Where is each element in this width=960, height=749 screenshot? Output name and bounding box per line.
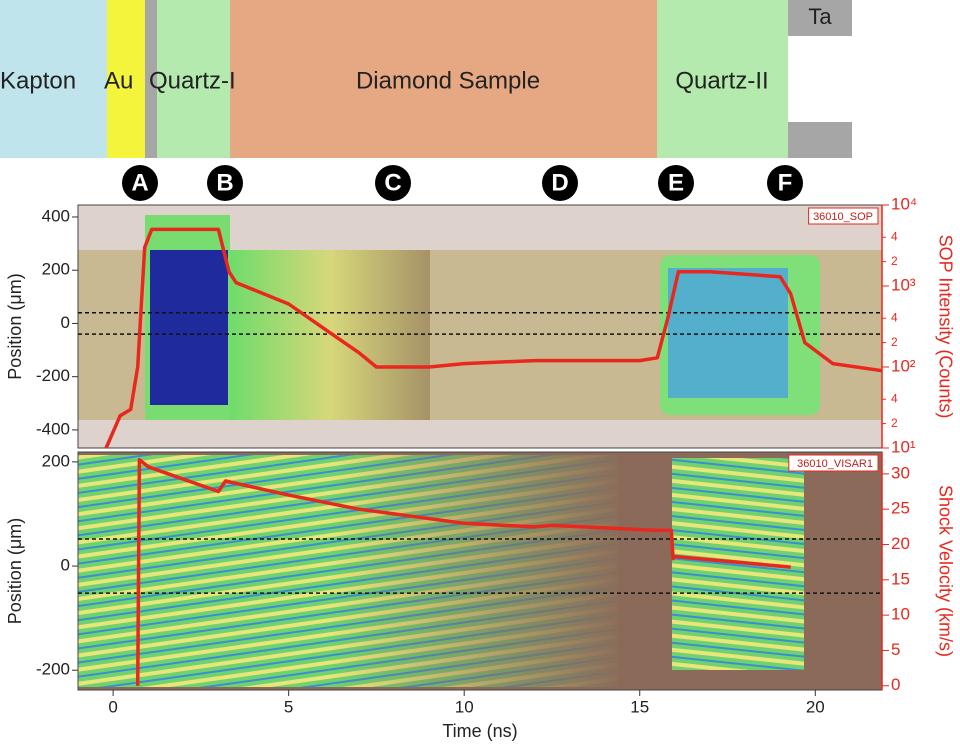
x-tick-label: 0 [108,697,117,716]
marker-circle [375,165,411,201]
layer [788,122,852,158]
annotation: 36010_VISAR1 [797,458,873,470]
annotation-box [808,207,879,225]
series-line [135,458,791,686]
layer [0,0,107,158]
y2-tick-label: 20 [891,534,910,553]
y2-tick-label: 10² [891,356,916,375]
y2-tick-label: 2 [891,335,898,349]
y-tick-label: 400 [42,206,70,225]
marker-label: D [551,169,568,196]
layer [657,0,788,158]
x-tick-label: 5 [284,697,293,716]
marker-label: B [216,169,233,196]
x-tick-label: 15 [630,697,649,716]
sop-image [78,205,882,448]
layer [157,0,230,158]
y-axis-label: Position (μm) [5,518,25,624]
layer [788,0,852,36]
y-tick-label: -200 [36,660,70,679]
marker-circle [658,165,694,201]
marker-circle [207,165,243,201]
layer [107,0,145,158]
marker-label: F [778,169,793,196]
marker-circle [122,165,158,201]
y2-tick-label: 0 [891,675,900,694]
y2-tick-label: 2 [891,254,898,268]
y-tick-label: 0 [61,313,70,332]
marker-label: E [668,169,684,196]
y2-tick-label: 5 [891,640,900,659]
x-axis-label: Time (ns) [442,721,517,741]
y2-axis-label: Shock Velocity (km/s) [935,485,955,657]
layer-label: Quartz-II [675,67,768,94]
y2-tick-label: 10 [891,605,910,624]
marker-circle [767,165,803,201]
series-line [104,227,883,449]
y2-tick-label: 10⁴ [891,194,917,213]
y2-tick-label: 10¹ [891,437,916,456]
x-tick-label: 10 [455,697,474,716]
y2-tick-label: 4 [891,391,898,405]
y-tick-label: 200 [42,451,70,470]
y2-axis-label: SOP Intensity (Counts) [935,235,955,419]
y2-tick-label: 25 [891,499,910,518]
layer-label: Au [104,67,133,94]
y2-tick-label: 15 [891,569,910,588]
x-tick-label: 20 [806,697,825,716]
y-tick-label: -400 [36,419,70,438]
layer-diagram: Kapton Au Quartz-I Diamond Sample Quartz… [0,0,852,158]
layer-label: Ta [808,4,832,29]
y2-tick-label: 30 [891,463,910,482]
marker-label: A [131,169,148,196]
marker-label: C [384,169,401,196]
marker-circle [542,165,578,201]
y-axis-label: Position (μm) [5,273,25,379]
y2-tick-label: 10³ [891,275,916,294]
layer-label: Diamond Sample [356,67,540,94]
layer [145,0,157,158]
annotation: 36010_SOP [813,211,873,223]
y2-tick-label: 4 [891,310,898,324]
y2-tick-label: 4 [891,229,898,243]
y-tick-label: 200 [42,260,70,279]
layer-label: Quartz-I [149,67,236,94]
markers: A B C D E F [122,165,803,201]
y2-tick-label: 2 [891,416,898,430]
annotation-box [788,454,879,472]
visar-image [78,452,882,690]
y-tick-label: 0 [61,556,70,575]
y-tick-label: -200 [36,366,70,385]
layer [230,0,657,158]
layer-label: Kapton [0,67,76,94]
